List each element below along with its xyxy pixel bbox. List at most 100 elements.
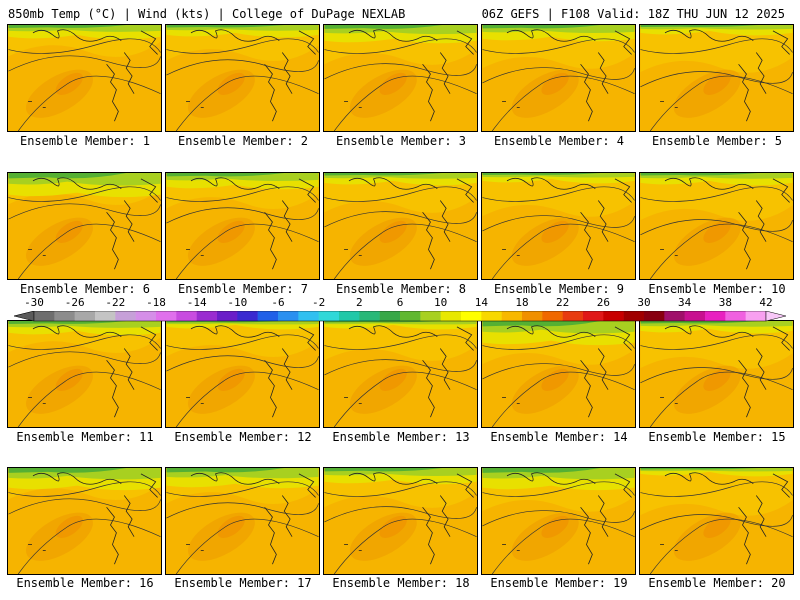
- colorbar-scale: -30 -26 -22 -18 -14 -10 -6 -2 2 6 10 14 18 22 26 30 34 38…: [0, 296, 800, 320]
- ensemble-map-5: [639, 24, 794, 132]
- colorbar-tick-label: 30: [637, 296, 651, 309]
- colorbar-swatch: [54, 311, 75, 321]
- colorbar-swatch: [400, 311, 421, 321]
- ensemble-map-14: [481, 320, 636, 428]
- ensemble-map-11: [7, 320, 162, 428]
- ensemble-map-20: [639, 467, 794, 575]
- colorbar-swatch: [95, 311, 116, 321]
- colorbar-swatch: [278, 311, 299, 321]
- colorbar-swatch: [257, 311, 279, 321]
- colorbar-tick-label: 22: [556, 296, 570, 309]
- ensemble-member-label: Ensemble Member: 18: [332, 576, 470, 590]
- ensemble-member-label: Ensemble Member: 11: [16, 430, 154, 444]
- colorbar-swatch: [542, 311, 563, 321]
- colorbar-swatch: [623, 311, 645, 321]
- colorbar-swatch: [501, 311, 523, 321]
- colorbar-tick-label: 10: [434, 296, 448, 309]
- ensemble-member-label: Ensemble Member: 5: [651, 134, 783, 148]
- colorbar-swatch: [664, 311, 685, 321]
- colorbar-tick-label: 14: [474, 296, 488, 309]
- colorbar-swatch: [522, 311, 543, 321]
- ensemble-member-label: Ensemble Member: 10: [648, 282, 786, 296]
- colorbar-swatch: [339, 311, 360, 321]
- temperature-colorbar: [0, 308, 800, 322]
- colorbar-tick-label: -22: [105, 296, 126, 309]
- colorbar-swatch: [217, 311, 238, 321]
- model-valid-time: 06Z GEFS | F108 Valid: 18Z THU JUN 12 20…: [481, 7, 785, 21]
- ensemble-map-9: [481, 172, 636, 280]
- ensemble-member-label: Ensemble Member: 7: [177, 282, 309, 296]
- colorbar-tick-label: 6: [396, 296, 404, 309]
- colorbar-swatch: [461, 311, 482, 321]
- ensemble-member-label: Ensemble Member: 20: [648, 576, 786, 590]
- ensemble-member-label: Ensemble Member: 8: [335, 282, 467, 296]
- ensemble-map-13: [323, 320, 478, 428]
- ensemble-map-18: [323, 467, 478, 575]
- ensemble-member-label: Ensemble Member: 2: [177, 134, 309, 148]
- colorbar-tick-label: -18: [146, 296, 166, 309]
- colorbar-swatch: [156, 311, 177, 321]
- ensemble-map-4: [481, 24, 636, 132]
- colorbar-swatch: [725, 311, 746, 321]
- colorbar-swatch: [298, 311, 319, 321]
- colorbar-swatch: [379, 311, 401, 321]
- colorbar-svg: [13, 310, 787, 322]
- colorbar-tick-label: 38: [718, 296, 732, 309]
- colorbar-swatch: [237, 311, 258, 321]
- colorbar-tick-label: -14: [186, 296, 207, 309]
- colorbar-swatch: [176, 311, 197, 321]
- ensemble-map-1: [7, 24, 162, 132]
- colorbar-tick-label: -10: [227, 296, 248, 309]
- colorbar-swatch: [481, 311, 502, 321]
- colorbar-tick-label: -30: [24, 296, 44, 309]
- colorbar-tick-label: -6: [271, 296, 285, 309]
- ensemble-member-label: Ensemble Member: 16: [16, 576, 154, 590]
- ensemble-map-8: [323, 172, 478, 280]
- ensemble-member-label: Ensemble Member: 13: [332, 430, 470, 444]
- colorbar-tick-label: 42: [759, 296, 773, 309]
- colorbar-swatch: [562, 311, 584, 321]
- colorbar-swatch: [359, 311, 380, 321]
- colorbar-tick-label: 18: [515, 296, 529, 309]
- ensemble-map-2: [165, 24, 320, 132]
- ensemble-member-label: Ensemble Member: 15: [648, 430, 786, 444]
- colorbar-swatch: [644, 311, 665, 321]
- ensemble-map-6: [7, 172, 162, 280]
- colorbar-swatch: [705, 311, 726, 321]
- colorbar-right-arrow: [765, 310, 787, 322]
- colorbar-swatch: [684, 311, 706, 321]
- ensemble-map-12: [165, 320, 320, 428]
- colorbar-swatch: [135, 311, 157, 321]
- ensemble-member-label: Ensemble Member: 19: [490, 576, 628, 590]
- colorbar-swatch: [74, 311, 96, 321]
- colorbar-tick-label: -26: [64, 296, 85, 309]
- ensemble-member-label: Ensemble Member: 4: [493, 134, 625, 148]
- colorbar-swatch: [440, 311, 462, 321]
- ensemble-map-17: [165, 467, 320, 575]
- map-title: 850mb Temp (°C) | Wind (kts) | College o…: [8, 7, 406, 21]
- ensemble-map-19: [481, 467, 636, 575]
- colorbar-swatch: [34, 311, 55, 321]
- colorbar-swatch: [115, 311, 136, 321]
- colorbar-tick-label: -2: [312, 296, 326, 309]
- ensemble-member-label: Ensemble Member: 9: [493, 282, 625, 296]
- ensemble-member-label: Ensemble Member: 3: [335, 134, 467, 148]
- colorbar-swatch: [420, 311, 441, 321]
- ensemble-map-7: [165, 172, 320, 280]
- colorbar-swatch: [603, 311, 624, 321]
- colorbar-swatch: [318, 311, 340, 321]
- colorbar-swatch: [196, 311, 218, 321]
- ensemble-member-label: Ensemble Member: 1: [19, 134, 151, 148]
- ensemble-map-3: [323, 24, 478, 132]
- ensemble-member-label: Ensemble Member: 6: [19, 282, 151, 296]
- ensemble-map-15: [639, 320, 794, 428]
- ensemble-member-label: Ensemble Member: 12: [174, 430, 312, 444]
- ensemble-member-label: Ensemble Member: 14: [490, 430, 628, 444]
- colorbar-swatch: [745, 311, 767, 321]
- colorbar-tick-label: 2: [356, 296, 363, 309]
- ensemble-map-16: [7, 467, 162, 575]
- ensemble-map-10: [639, 172, 794, 280]
- colorbar-swatch: [583, 311, 604, 321]
- ensemble-member-label: Ensemble Member: 17: [174, 576, 312, 590]
- colorbar-tick-label: 26: [596, 296, 610, 309]
